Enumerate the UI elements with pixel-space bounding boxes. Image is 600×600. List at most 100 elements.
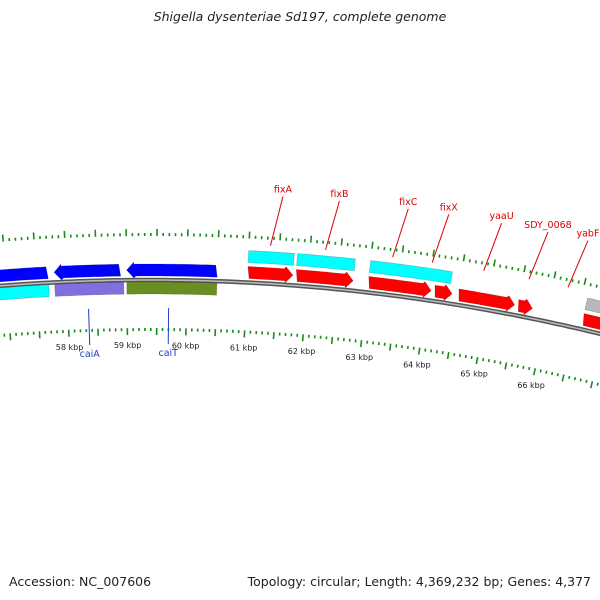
outer-tick <box>340 238 343 246</box>
forward-feature-feature <box>247 250 295 266</box>
backbone-layer <box>0 277 600 337</box>
inner-tick <box>504 362 508 370</box>
inner-tick <box>596 382 599 386</box>
features-layer <box>0 250 600 330</box>
outer-tick <box>553 271 557 279</box>
gene-label: caiA <box>80 349 101 360</box>
accession-text: Accession: NC_007606 <box>9 574 152 589</box>
reverse-feature-feature <box>54 281 125 297</box>
gene-leader-line <box>269 196 284 246</box>
gene-label: SDY_0068 <box>524 220 572 231</box>
inner-tick <box>464 354 467 359</box>
kbp-label: 62 kbp <box>288 347 316 356</box>
outer-tick <box>523 265 527 273</box>
outer-tick <box>541 272 544 276</box>
inner-tick <box>516 364 519 368</box>
gene-leader-line <box>528 231 549 280</box>
backbone-highlight <box>0 279 600 335</box>
kbp-label: 58 kbp <box>56 343 84 352</box>
kbp-label: 64 kbp <box>403 360 431 369</box>
forward-feature <box>247 266 294 284</box>
reverse-feature <box>53 263 122 281</box>
inner-tick <box>556 373 559 377</box>
inner-tick <box>528 366 531 371</box>
forward-feature <box>368 276 432 299</box>
inner-tick <box>9 333 12 341</box>
outer-tick <box>480 261 484 265</box>
gene-leader-line <box>88 308 91 346</box>
inner-tick <box>533 368 537 376</box>
gene-leader-line <box>325 200 340 251</box>
inner-tick <box>499 361 502 365</box>
gene-label: fixB <box>330 189 348 200</box>
reverse-feature <box>0 266 49 283</box>
outer-tick <box>505 265 508 269</box>
inner-tick <box>589 381 594 389</box>
forward-feature-feature <box>0 284 50 301</box>
gene-labels-layer: fixA fixB fixC fixX yaaU SDY_0068 yabF caiA caiT <box>80 184 600 360</box>
outer-tick <box>577 280 580 284</box>
gene-label: yabF <box>576 229 599 240</box>
tick-marks-layer <box>1 229 599 389</box>
inner-tick <box>493 360 496 364</box>
inner-tick <box>417 347 421 355</box>
kbp-label: 59 kbp <box>114 341 142 350</box>
forward-feature <box>458 288 515 313</box>
kbp-label: 66 kbp <box>517 381 545 390</box>
outer-tick <box>565 277 568 282</box>
outer-tick <box>547 273 550 278</box>
outer-tick <box>517 267 520 272</box>
gene-label: yaaU <box>489 211 513 222</box>
outer-tick <box>371 241 374 249</box>
figure-title: Shigella dysenteriae Sd197, complete gen… <box>153 9 447 24</box>
forward-feature <box>434 284 453 302</box>
grey-feature-feature <box>584 297 600 314</box>
forward-feature <box>295 269 354 289</box>
outer-tick <box>493 259 496 267</box>
gene-leader-line <box>567 240 589 288</box>
gene-leader-line <box>483 223 503 271</box>
outer-tick <box>486 262 490 266</box>
outer-tick <box>309 235 313 243</box>
inner-tick <box>522 365 525 369</box>
outer-tick <box>583 277 587 286</box>
kbp-label: 61 kbp <box>230 343 258 352</box>
outer-tick <box>589 283 592 287</box>
gene-leader-line <box>392 208 409 258</box>
inner-tick <box>568 375 571 379</box>
inner-tick <box>579 378 582 382</box>
gene-label: fixA <box>274 184 293 195</box>
kbp-label: 63 kbp <box>346 353 374 362</box>
forward-feature-feature <box>296 253 356 272</box>
forward-feature <box>517 298 533 316</box>
inner-tick <box>330 336 334 344</box>
inner-tick <box>446 351 450 360</box>
kbp-labels-layer: 58 kbp 59 kbp 60 kbp 61 kbp 62 kbp 63 kbp 64 k… <box>56 341 545 390</box>
gene-leader-line <box>431 214 450 263</box>
gene-label: fixC <box>399 197 418 208</box>
inner-tick <box>482 357 485 362</box>
gene-label: caiT <box>158 348 178 359</box>
inner-tick <box>561 374 565 382</box>
forward-feature <box>582 313 600 330</box>
kbp-label: 65 kbp <box>460 370 488 379</box>
inner-tick <box>359 339 363 348</box>
outer-tick <box>529 270 532 274</box>
inner-tick <box>539 369 542 373</box>
outer-tick <box>535 271 538 275</box>
inner-tick <box>388 343 392 351</box>
inner-tick <box>545 370 548 374</box>
inner-tick <box>470 355 473 360</box>
inner-tick <box>475 356 479 365</box>
outer-tick <box>401 245 405 253</box>
gene-label: fixX <box>440 202 459 213</box>
outer-tick <box>559 276 562 280</box>
forward-feature-feature <box>368 260 453 284</box>
inner-tick <box>551 371 554 376</box>
outer-tick <box>595 284 598 288</box>
outer-tick <box>511 266 514 270</box>
genome-summary-text: Topology: circular; Length: 4,369,232 bp… <box>247 574 591 589</box>
kbp-label: 60 kbp <box>172 341 200 350</box>
